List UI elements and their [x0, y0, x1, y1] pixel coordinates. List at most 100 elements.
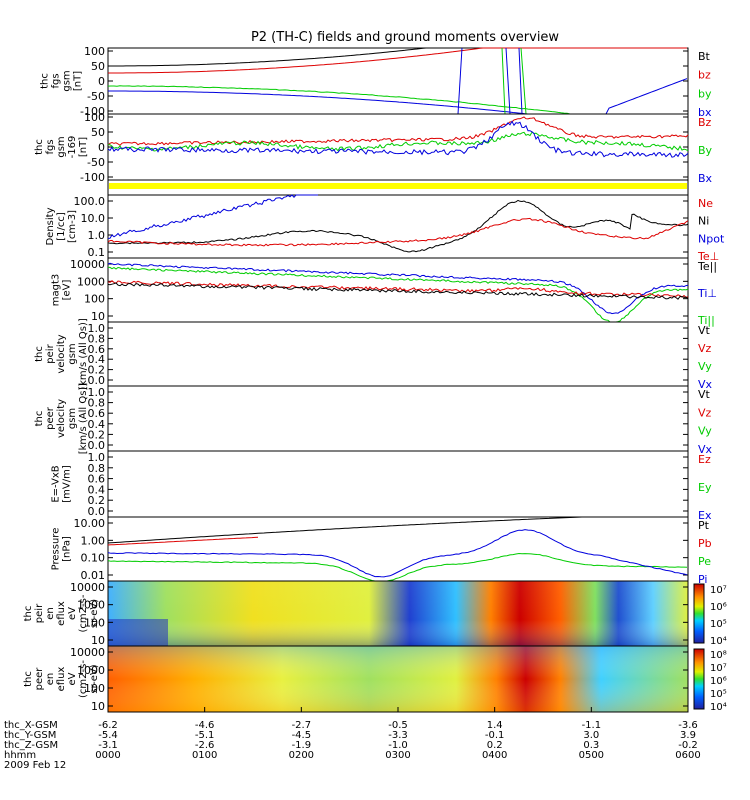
series-bx-spike	[457, 47, 463, 115]
xaxis-value: -2.7	[292, 720, 312, 731]
legend-vz: Vz	[698, 406, 712, 419]
xaxis-row-label: thc_X-GSM	[4, 720, 58, 731]
legend-pi: Pi	[698, 573, 707, 586]
ylabel-line: thc	[34, 346, 45, 362]
ytick-label: 1.0	[88, 229, 106, 242]
ylabel-line: [mV/m]	[62, 465, 73, 503]
legend-te: Te||	[697, 260, 717, 273]
legend-vx: Vx	[698, 378, 713, 391]
ylabel-line: gsm	[56, 136, 67, 157]
ylabel-line: [km/s (All Qs)]	[78, 318, 89, 390]
xaxis-value: -0.1	[485, 730, 505, 741]
legend-npot: Npot	[698, 232, 725, 245]
ylabel-line: fgs	[45, 139, 56, 154]
ytick-label: 100	[84, 111, 105, 124]
ytick-label: 0.4	[88, 418, 106, 431]
ylabel-line: (cm2-s-	[78, 660, 89, 698]
ylabel-peerspec: thcpeerenefluxeV(cm2-s-sr-eV)	[23, 660, 100, 698]
ylabel-line: Pressure	[51, 528, 62, 571]
series-pb	[107, 536, 259, 546]
series-by169	[108, 131, 689, 152]
series-bx-recovery	[605, 78, 688, 115]
ytick-label: 0.6	[88, 343, 106, 356]
ytick-label: 0.01	[81, 569, 106, 582]
ytick-label: 50	[91, 60, 105, 73]
xaxis-value: -6.2	[98, 720, 118, 731]
ytick-label: 10000	[70, 581, 105, 594]
legend-ti: Ti⊥	[697, 287, 717, 300]
legend-pe: Pe	[698, 555, 711, 568]
ytick-label: -50	[87, 156, 105, 169]
xaxis-date: 2009 Feb 12	[4, 760, 66, 771]
legend-bx: bx	[698, 106, 712, 119]
ytick-label: 10	[91, 634, 105, 647]
panel-flagbar	[107, 179, 689, 196]
xaxis-value: 0600	[675, 750, 700, 761]
xaxis-value: 0100	[192, 750, 217, 761]
ylabel-line: eflux	[56, 667, 67, 692]
ytick-label: 0	[98, 75, 105, 88]
flag-bar	[109, 183, 687, 189]
series-ti-perp	[107, 262, 689, 315]
panel-peervel: 1.00.80.60.40.20.0thcpeervelocitygsm[km/…	[34, 383, 713, 456]
ytick-label: 1.0	[88, 451, 106, 464]
ylabel-line: [km/s (All Qs)]	[78, 383, 89, 455]
panel-efield: 1.00.80.60.40.20.0 E=-VxB[mV/m] Ez Ey Ex	[51, 450, 712, 522]
panel-temp: 10000 1000 100 10 magt3[eV] Te|| Ti⊥ Ti||	[51, 257, 717, 327]
ytick-label: 0	[98, 141, 105, 154]
xaxis-value: -2.6	[195, 740, 215, 751]
ytick-label: 10000	[70, 258, 105, 271]
ytick-label: 10.00	[74, 517, 106, 530]
series-te-par	[107, 282, 689, 300]
xaxis-value: -0.5	[388, 720, 408, 731]
ylabel-line: eV	[67, 672, 78, 685]
xaxis-row-label: thc_Y-GSM	[4, 730, 56, 741]
ylabel-line: gsm	[67, 408, 78, 429]
ytick-label: 0.1	[88, 246, 106, 259]
series-ti-par	[108, 266, 689, 323]
ytick-label: 100.0	[74, 195, 106, 208]
ytick-label: 100	[84, 45, 105, 58]
ylabel-pressure: Pressure[nPa]	[51, 528, 73, 571]
series-bt	[108, 47, 687, 67]
spectrogram-peir-shade	[108, 581, 688, 646]
xaxis-value: 1.4	[487, 720, 503, 731]
ytick-label: 0.8	[88, 462, 106, 475]
ylabel-line: en	[45, 673, 56, 686]
ylabel-fgs169: thcfgsgsm-169[nT]	[34, 136, 89, 159]
xaxis-value: -5.4	[98, 730, 118, 741]
ylabel-line: sr-eV)	[89, 599, 100, 628]
colorbar-label: 10⁶	[710, 676, 727, 687]
ytick-label: -50	[87, 90, 105, 103]
ylabel-line: [eV]	[62, 280, 73, 301]
legend-ey: Ey	[698, 481, 712, 494]
series-te-perp	[107, 280, 689, 298]
series-by-spike	[501, 47, 506, 115]
ylabel-line: peer	[45, 406, 56, 430]
series-ne	[107, 217, 689, 247]
series-bz	[108, 47, 687, 74]
panel-frame	[107, 385, 689, 452]
legend-vy: Vy	[698, 425, 712, 438]
ytick-label: 0.2	[88, 494, 106, 507]
figure-title: P2 (TH-C) fields and ground moments over…	[251, 30, 559, 45]
legend-ex: Ex	[698, 509, 712, 522]
ytick-label: 50	[91, 126, 105, 139]
xaxis-value: 0000	[95, 750, 120, 761]
colorbar-label: 10⁷	[710, 585, 727, 596]
ytick-label: 0.6	[88, 473, 106, 486]
ylabel-line: fgs	[51, 73, 62, 88]
legend-vt: Vt	[698, 324, 711, 337]
xaxis-value: 0500	[579, 750, 604, 761]
ylabel-line: thc	[40, 73, 51, 89]
panel-fgs: 100 50 0 -50 -100 thcfgsgsm[nT] Bt bz by bx	[40, 45, 712, 119]
xaxis-value: -0.2	[678, 740, 698, 751]
legend-ez: Ez	[698, 453, 711, 466]
series-bx	[108, 90, 687, 115]
ylabel-line: Density	[45, 207, 56, 245]
ylabel-line: peir	[34, 603, 45, 623]
ylabel-line: velocity	[56, 334, 67, 373]
xaxis-value: -4.6	[195, 720, 215, 731]
series-pi	[107, 529, 688, 578]
